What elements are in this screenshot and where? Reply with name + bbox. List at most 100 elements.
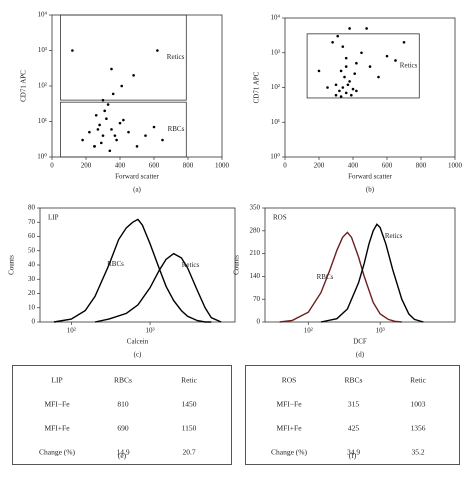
y-tick-label: 10¹: [38, 117, 47, 125]
x-tick-label: 600: [149, 162, 160, 170]
x-tick-label: 200: [314, 162, 325, 170]
plot-frame: [264, 207, 456, 323]
gate: [306, 33, 420, 99]
table-cell: 14.9: [116, 447, 130, 457]
y-tick-label: 30: [28, 275, 36, 283]
table-cell: RBCs: [344, 375, 363, 385]
histogram-curve: [320, 223, 424, 323]
x-tick-label: 10²: [304, 327, 313, 335]
table-cell: 1450: [181, 399, 197, 409]
y-axis-label: CD71 APC: [253, 71, 261, 103]
event-dot: [368, 65, 372, 68]
table-cell: MFI+Fe: [44, 423, 70, 433]
event-dot: [98, 123, 101, 127]
table-cell: Change (%): [270, 447, 308, 457]
y-tick-label: 10⁰: [270, 153, 280, 161]
event-dot: [110, 67, 113, 71]
y-tick-label: 70: [253, 295, 261, 303]
series-label: Retics: [385, 232, 403, 240]
table-cell: 34.9: [346, 447, 361, 457]
y-axis-label: Counts: [233, 255, 241, 275]
y-axis-label: CD71 APC: [20, 70, 28, 102]
panel-label: (c): [134, 351, 142, 359]
table: LIP RBCs Retic MFI−Fe 810 1450 MFI+Fe 690 1150 Ch…: [12, 365, 232, 465]
event-dot: [88, 130, 91, 134]
table-cell: 20.7: [182, 447, 196, 457]
panel-label: (f): [348, 451, 357, 460]
y-tick-label: 50: [28, 246, 36, 254]
event-dot: [331, 40, 334, 44]
event-dot: [101, 98, 105, 102]
y-tick-label: 70: [28, 218, 36, 226]
event-dot: [353, 72, 357, 75]
table-cell: MFI−Fe: [44, 399, 70, 409]
x-tick-label: 1000: [215, 162, 230, 170]
histogram-curve: [279, 231, 402, 323]
series-label: RBCs: [107, 260, 124, 268]
event-dot: [355, 89, 358, 93]
event-dot: [317, 69, 321, 73]
y-tick-label: 40: [28, 261, 36, 269]
table-cell: Change (%): [38, 447, 76, 457]
event-dot: [122, 118, 125, 122]
event-dot: [161, 138, 164, 142]
event-dot: [402, 40, 406, 44]
plot-frame: [51, 14, 223, 158]
y-tick-label: 0: [257, 318, 261, 326]
y-tick-label: 10²: [38, 82, 47, 90]
event-dot: [115, 138, 118, 142]
y-tick-label: 10¹: [271, 118, 280, 126]
event-dot: [334, 93, 338, 97]
table-cell: 1150: [181, 423, 197, 433]
plot-frame: [284, 17, 456, 158]
table-cell: 1003: [410, 399, 426, 409]
table-cell: MFI+Fe: [276, 423, 302, 433]
event-dot: [113, 134, 117, 137]
event-dot: [101, 134, 105, 137]
event-dot: [135, 145, 139, 148]
panel-label: (e): [117, 451, 127, 460]
x-tick-label: 600: [382, 162, 393, 170]
y-tick-label: 140: [250, 272, 261, 280]
event-dot: [334, 83, 338, 87]
event-dot: [346, 83, 350, 87]
event-dot: [348, 80, 351, 83]
y-tick-label: 280: [250, 226, 261, 234]
event-dot: [394, 59, 397, 62]
table-cell: 425: [347, 423, 360, 433]
y-tick-label: 10³: [271, 48, 280, 56]
event-dot: [341, 45, 345, 48]
event-dot: [105, 117, 108, 120]
event-dot: [71, 49, 74, 52]
event-dot: [343, 75, 346, 79]
event-dot: [351, 87, 355, 91]
panel-title: ROS: [273, 214, 287, 222]
panel-label: (b): [366, 186, 375, 194]
event-dot: [344, 65, 348, 68]
y-tick-label: 10³: [38, 46, 47, 54]
event-dot: [103, 109, 106, 113]
x-axis-label: Forward scatter: [348, 173, 392, 181]
event-dot: [106, 103, 110, 106]
series-label: Retics: [182, 261, 200, 269]
table-cell: LIP: [51, 375, 63, 385]
event-dot: [127, 130, 130, 134]
y-tick-label: 10⁴: [38, 11, 48, 19]
event-dot: [120, 84, 123, 88]
table-cell: 810: [117, 399, 129, 409]
table-cell: 315: [347, 399, 360, 409]
event-dot: [360, 51, 363, 55]
event-dot: [93, 145, 96, 148]
x-tick-label: 200: [81, 162, 92, 170]
event-dot: [81, 138, 84, 142]
x-tick-label: 400: [115, 162, 126, 170]
x-tick-label: 10²: [67, 327, 76, 335]
event-dot: [110, 128, 113, 131]
y-tick-label: 10²: [271, 83, 280, 91]
event-dot: [100, 141, 103, 145]
event-dot: [377, 75, 380, 79]
x-tick-label: 10³: [376, 327, 385, 335]
table-cell: Retic: [181, 375, 197, 385]
table-cell: 35.2: [411, 447, 425, 457]
